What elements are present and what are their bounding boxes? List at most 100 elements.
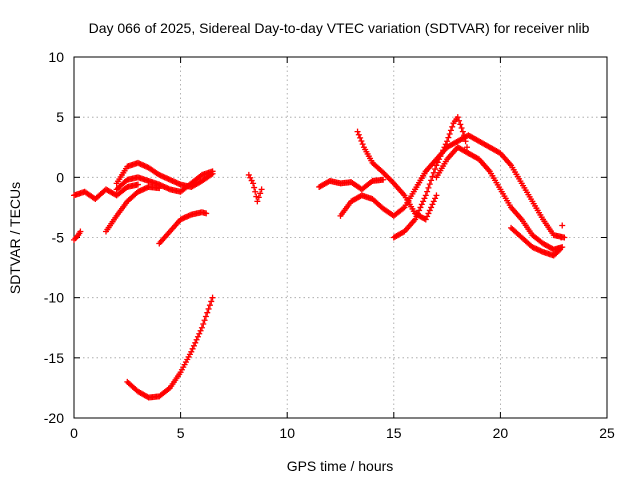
y-tick-label: -15: [44, 350, 64, 366]
y-tick-label: 0: [56, 169, 64, 185]
axis-ticks: 0 5 10 15 20 25 -20 -15 -10 -5 0 5 10: [44, 49, 615, 441]
data-point: [424, 188, 431, 195]
data-point: [559, 222, 566, 229]
data-point: [354, 128, 361, 135]
data-point: [557, 246, 564, 253]
data-point: [426, 207, 433, 214]
x-tick-label: 5: [177, 425, 185, 441]
data-point: [428, 177, 435, 184]
data-point: [418, 201, 425, 208]
data-point: [368, 178, 375, 185]
data-point: [459, 128, 466, 135]
data-point: [77, 228, 84, 235]
series-arc-13: [412, 132, 568, 241]
data-point: [255, 194, 262, 201]
data-point: [432, 166, 439, 173]
chart-title: Day 066 of 2025, Sidereal Day-to-day VTE…: [89, 20, 590, 36]
x-axis-title: GPS time / hours: [287, 458, 394, 474]
data-point: [430, 169, 437, 176]
series-arc-7: [156, 209, 210, 247]
y-tick-label: -10: [44, 290, 64, 306]
x-tick-label: 10: [279, 425, 295, 441]
data-point: [558, 234, 565, 241]
data-point: [422, 192, 429, 199]
series-arc-8: [245, 171, 265, 205]
data-point: [463, 144, 470, 151]
data-point: [247, 174, 254, 181]
data-point: [457, 121, 464, 128]
data-point: [422, 216, 429, 223]
data-point: [445, 134, 452, 141]
y-tick-label: 5: [56, 109, 64, 125]
data-point: [413, 213, 420, 220]
data-point: [380, 176, 387, 183]
data-point: [444, 138, 451, 145]
data-point: [430, 198, 437, 205]
data-point: [458, 124, 465, 131]
x-tick-label: 15: [386, 425, 402, 441]
x-tick-label: 25: [599, 425, 615, 441]
grid-lines: [74, 57, 607, 418]
data-point: [359, 141, 366, 148]
data-point: [202, 313, 209, 320]
series-arc-3: [102, 183, 163, 235]
data-point: [203, 210, 210, 217]
data-point: [252, 188, 259, 195]
data-point: [400, 205, 407, 212]
data-point: [257, 190, 264, 197]
data-point: [258, 186, 265, 193]
data-point: [190, 342, 197, 349]
data-point: [189, 345, 196, 352]
data-point: [248, 177, 255, 184]
data-point: [201, 317, 208, 324]
data-point: [428, 204, 435, 211]
x-tick-label: 20: [493, 425, 509, 441]
data-point: [449, 123, 456, 130]
data-point: [424, 213, 431, 220]
data-points: [71, 114, 568, 401]
y-axis-title: SDTVAR / TECUs: [7, 182, 23, 294]
data-point: [358, 137, 365, 144]
series-arc-2: [71, 228, 84, 243]
data-point: [412, 216, 419, 223]
data-point: [193, 336, 200, 343]
series-arc-9: [316, 176, 387, 193]
data-point: [421, 195, 428, 202]
data-point: [192, 339, 199, 346]
data-point: [194, 333, 201, 340]
data-point: [433, 162, 440, 169]
data-point: [456, 117, 463, 124]
data-point: [196, 330, 203, 337]
data-point: [355, 131, 362, 138]
data-point: [425, 210, 432, 217]
data-point: [206, 302, 213, 309]
data-point: [454, 114, 461, 121]
data-point: [429, 173, 436, 180]
y-tick-label: 10: [48, 49, 64, 65]
data-point: [426, 181, 433, 188]
series-arc-11: [354, 128, 440, 223]
data-point: [209, 168, 216, 175]
data-point: [134, 181, 141, 188]
series-arc-15: [508, 222, 566, 259]
data-point: [429, 201, 436, 208]
series-arc-1: [71, 181, 141, 202]
data-point: [200, 320, 207, 327]
y-tick-label: -20: [44, 410, 64, 426]
series-arc-14: [433, 144, 566, 253]
data-point: [209, 294, 216, 301]
data-point: [446, 131, 453, 138]
data-point: [357, 134, 364, 141]
series-arc-6: [124, 294, 216, 401]
data-point: [204, 309, 211, 316]
data-point: [432, 195, 439, 202]
data-point: [188, 348, 195, 355]
data-point: [165, 385, 172, 392]
data-point: [205, 305, 212, 312]
data-point: [208, 298, 215, 305]
data-point: [447, 127, 454, 134]
data-point: [254, 198, 261, 205]
data-point: [198, 324, 205, 331]
data-point: [416, 207, 423, 214]
